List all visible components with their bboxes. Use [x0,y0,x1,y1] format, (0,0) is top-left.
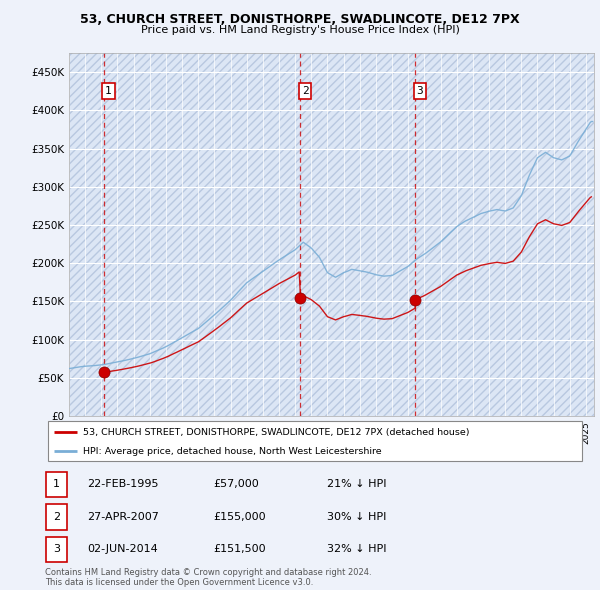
Text: 1: 1 [53,480,60,489]
Text: 53, CHURCH STREET, DONISTHORPE, SWADLINCOTE, DE12 7PX: 53, CHURCH STREET, DONISTHORPE, SWADLINC… [80,13,520,26]
Text: 3: 3 [53,545,60,554]
Text: 53, CHURCH STREET, DONISTHORPE, SWADLINCOTE, DE12 7PX (detached house): 53, CHURCH STREET, DONISTHORPE, SWADLINC… [83,428,469,437]
Text: £155,000: £155,000 [213,512,266,522]
FancyBboxPatch shape [46,504,67,530]
Text: £151,500: £151,500 [213,545,266,554]
Text: Contains HM Land Registry data © Crown copyright and database right 2024.
This d: Contains HM Land Registry data © Crown c… [45,568,371,587]
Text: 1: 1 [105,86,112,96]
Text: 21% ↓ HPI: 21% ↓ HPI [327,480,386,489]
FancyBboxPatch shape [48,421,582,461]
Text: 27-APR-2007: 27-APR-2007 [87,512,159,522]
Text: 2: 2 [53,512,60,522]
Text: £57,000: £57,000 [213,480,259,489]
Text: 22-FEB-1995: 22-FEB-1995 [87,480,158,489]
FancyBboxPatch shape [46,536,67,562]
Text: 2: 2 [302,86,308,96]
Text: HPI: Average price, detached house, North West Leicestershire: HPI: Average price, detached house, Nort… [83,447,382,456]
Text: 3: 3 [416,86,423,96]
Text: 30% ↓ HPI: 30% ↓ HPI [327,512,386,522]
FancyBboxPatch shape [46,471,67,497]
Text: 32% ↓ HPI: 32% ↓ HPI [327,545,386,554]
Text: Price paid vs. HM Land Registry's House Price Index (HPI): Price paid vs. HM Land Registry's House … [140,25,460,35]
Text: 02-JUN-2014: 02-JUN-2014 [87,545,158,554]
